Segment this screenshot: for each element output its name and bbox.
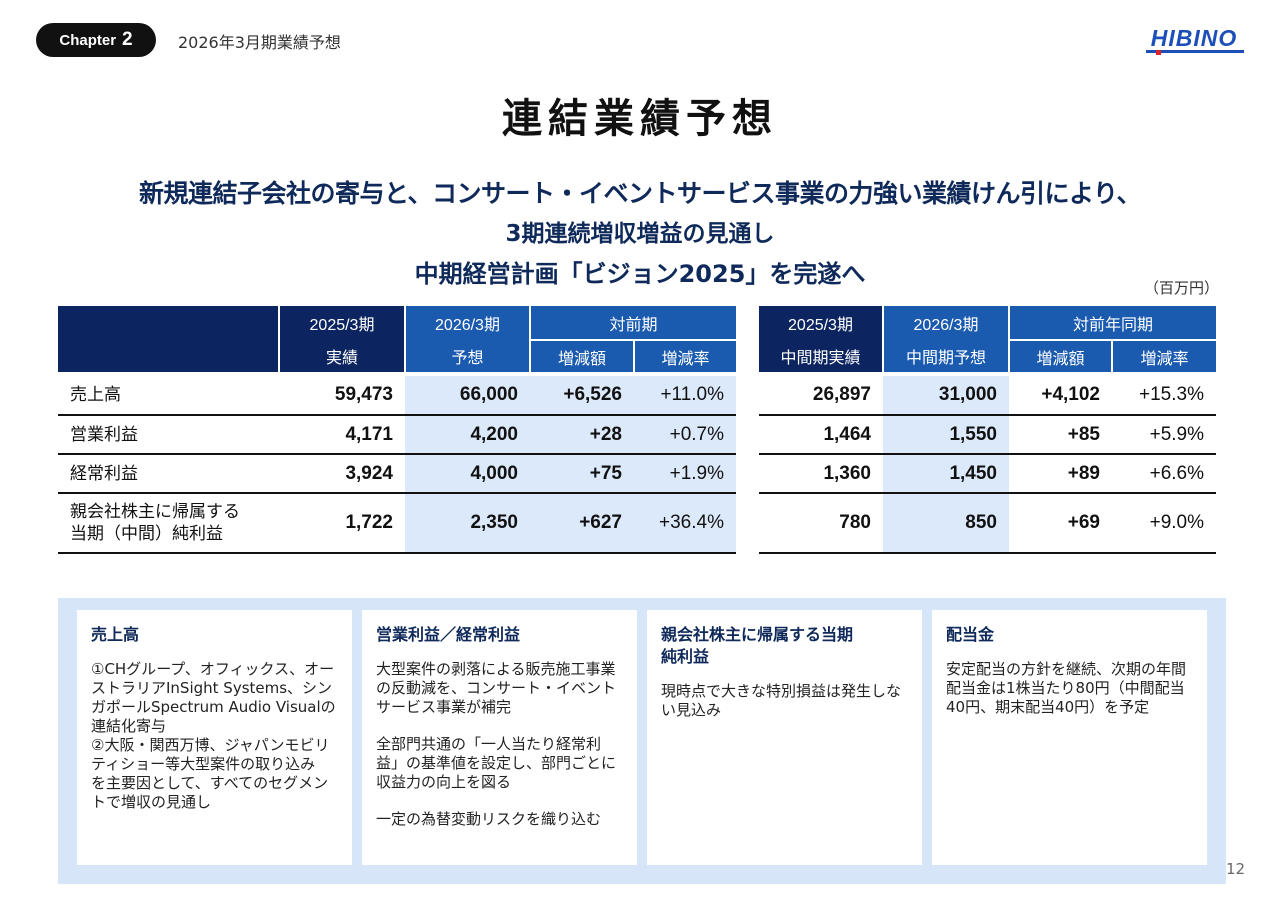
col-header: 対前期	[530, 306, 736, 341]
card-operating-profit: 営業利益／経常利益 大型案件の剥落による販売施工事業の反動減を、コンサート・イベ…	[362, 610, 637, 865]
table-row: 親会社株主に帰属する 当期（中間）純利益 1,722 2,350 +627 +3…	[58, 493, 736, 554]
value-cell: 1,722	[279, 493, 405, 554]
value-cell: +28	[530, 415, 634, 455]
card-net-income: 親会社株主に帰属する当期純利益 現時点で大きな特別損益は発生しない見込み	[647, 610, 922, 865]
half-year-table: 2025/3期 2026/3期 対前年同期 中間期実績 中間期予想 増減額 増減…	[759, 306, 1216, 554]
headline-line-2: 3期連続増収増益の見通し	[505, 221, 775, 247]
page-title: 連結業績予想	[502, 96, 778, 142]
chapter-label: Chapter	[59, 31, 117, 49]
card-text: 現時点で大きな特別損益は発生しない見込み	[661, 682, 902, 719]
chapter-badge: Chapter 2	[36, 23, 156, 57]
value-cell: 850	[883, 493, 1009, 554]
value-cell: 66,000	[405, 376, 530, 416]
value-cell: +69	[1009, 493, 1112, 554]
card-title: 配当金	[946, 625, 995, 644]
value-cell: +89	[1009, 454, 1112, 494]
card-sales: 売上高 ①CHグループ、オフィックス、オーストラリアInSight System…	[77, 610, 352, 865]
table-row: 経常利益 3,924 4,000 +75 +1.9%	[58, 454, 736, 494]
card-title: 売上高	[91, 625, 140, 644]
value-cell: 1,360	[759, 454, 883, 494]
table-row: 1,464 1,550 +85 +5.9%	[759, 415, 1216, 455]
col-subheader: 予想	[405, 340, 531, 372]
headline-line-3: 中期経営計画「ビジョン2025」を完遂へ	[414, 260, 866, 288]
col-header: 2026/3期	[405, 306, 531, 340]
value-cell: 1,550	[883, 415, 1009, 455]
value-cell: +0.7%	[634, 415, 736, 455]
col-subheader: 増減額	[530, 340, 635, 372]
col-subheader: 増減率	[1112, 340, 1216, 372]
col-subheader: 中間期実績	[759, 340, 884, 372]
value-cell: +1.9%	[634, 454, 736, 494]
row-label: 親会社株主に帰属する 当期（中間）純利益	[58, 493, 279, 554]
card-dividend: 配当金 安定配当の方針を継続、次期の年間配当金は1株当たり80円（中間配当40円…	[932, 610, 1207, 865]
card-text: ①CHグループ、オフィックス、オーストラリアInSight Systems、シン…	[91, 660, 336, 735]
value-cell: 2,350	[405, 493, 530, 554]
value-cell: +36.4%	[634, 493, 736, 554]
value-cell: 3,924	[279, 454, 405, 494]
card-text: を主要因として、すべてのセグメントで増収の見通し	[91, 774, 329, 811]
value-cell: 26,897	[759, 376, 883, 416]
table-row: 1,360 1,450 +89 +6.6%	[759, 454, 1216, 494]
value-cell: 1,450	[883, 454, 1009, 494]
value-cell: +11.0%	[634, 376, 736, 416]
col-header: 対前年同期	[1009, 306, 1216, 341]
value-cell: +6.6%	[1112, 454, 1216, 494]
value-cell: +85	[1009, 415, 1112, 455]
value-cell: 780	[759, 493, 883, 554]
card-text: 全部門共通の「一人当たり経常利益」の基準値を設定し、部門ごとに収益力の向上を図る	[376, 735, 617, 791]
row-label-line: 親会社株主に帰属する	[70, 502, 240, 521]
card-text: 大型案件の剥落による販売施工事業の反動減を、コンサート・イベントサービス事業が補…	[376, 660, 617, 716]
row-label: 営業利益	[58, 415, 279, 455]
value-cell: 4,171	[279, 415, 405, 455]
col-subheader: 中間期予想	[883, 340, 1010, 372]
value-cell: +4,102	[1009, 376, 1112, 416]
value-cell: +6,526	[530, 376, 634, 416]
col-header: 2025/3期	[759, 306, 884, 340]
table-corner	[58, 306, 280, 372]
card-text: 一定の為替変動リスクを織り込む	[376, 810, 602, 828]
value-cell: 1,464	[759, 415, 883, 455]
table-row: 26,897 31,000 +4,102 +15.3%	[759, 376, 1216, 416]
table-row: 売上高 59,473 66,000 +6,526 +11.0%	[58, 376, 736, 416]
row-label-line: 当期（中間）純利益	[70, 524, 223, 543]
col-subheader: 増減率	[634, 340, 736, 372]
row-label: 売上高	[58, 376, 279, 416]
value-cell: 59,473	[279, 376, 405, 416]
full-year-table: 2025/3期 2026/3期 対前期 実績 予想 増減額 増減率 売上高 59…	[58, 306, 736, 554]
card-text: ②大阪・関西万博、ジャパンモビリティショー等大型案件の取り込み	[91, 736, 330, 773]
value-cell: +9.0%	[1112, 493, 1216, 554]
card-title: 営業利益／経常利益	[376, 625, 521, 644]
card-text: 安定配当の方針を継続、次期の年間配当金は1株当たり80円（中間配当40円、期末配…	[946, 660, 1187, 716]
value-cell: 31,000	[883, 376, 1009, 416]
row-label: 経常利益	[58, 454, 279, 494]
headline-line-1: 新規連結子会社の寄与と、コンサート・イベントサービス事業の力強い業績けん引により…	[138, 179, 1142, 208]
col-subheader: 増減額	[1009, 340, 1113, 372]
svg-text:HIBINO: HIBINO	[1151, 25, 1238, 51]
table-row: 営業利益 4,171 4,200 +28 +0.7%	[58, 415, 736, 455]
value-cell: +627	[530, 493, 634, 554]
table-row: 780 850 +69 +9.0%	[759, 493, 1216, 554]
page-number: 12	[1226, 860, 1246, 878]
value-cell: +15.3%	[1112, 376, 1216, 416]
unit-label: （百万円）	[1144, 279, 1220, 297]
value-cell: +5.9%	[1112, 415, 1216, 455]
card-title: 親会社株主に帰属する当期純利益	[661, 625, 854, 666]
col-subheader: 実績	[279, 340, 406, 372]
chapter-number: 2	[122, 29, 133, 50]
value-cell: +75	[530, 454, 634, 494]
value-cell: 4,200	[405, 415, 530, 455]
hibino-logo: HIBINO	[1146, 25, 1244, 55]
col-header: 2026/3期	[883, 306, 1010, 340]
value-cell: 4,000	[405, 454, 530, 494]
col-header: 2025/3期	[279, 306, 406, 340]
section-title: 2026年3月期業績予想	[178, 33, 341, 52]
